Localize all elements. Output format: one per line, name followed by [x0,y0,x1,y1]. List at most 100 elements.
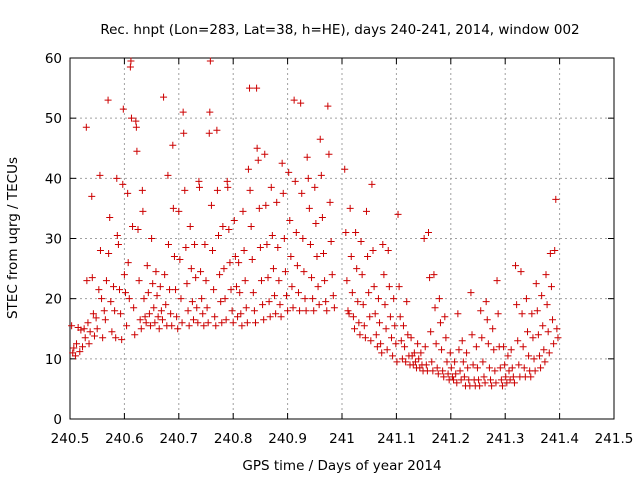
data-point [80,325,88,333]
data-point [183,280,191,288]
data-point [355,319,363,327]
data-point [343,277,351,285]
data-point [490,346,498,354]
data-point [402,358,410,366]
data-point [279,189,287,197]
data-point [520,364,528,372]
data-point [197,268,205,276]
data-point [533,307,541,315]
data-point [293,262,301,270]
data-point [364,253,372,261]
data-point [195,177,203,185]
data-point [168,322,176,330]
data-point [383,346,391,354]
data-point [301,295,309,303]
data-point [298,189,306,197]
data-point [553,325,561,333]
data-point [500,343,508,351]
data-point [141,313,149,321]
data-point [435,295,443,303]
data-point [132,117,140,125]
data-point [225,225,233,233]
data-point [530,355,538,363]
data-point [509,373,517,381]
data-point [256,244,264,252]
data-point [407,334,415,342]
data-point [121,289,129,297]
data-point [265,298,273,306]
data-point [300,268,308,276]
data-point [453,379,461,387]
data-point [101,316,109,324]
data-point [79,343,87,351]
data-point [145,310,153,318]
data-point [167,310,175,318]
data-point [124,259,132,267]
data-point [242,304,250,312]
data-point [551,247,559,255]
data-point [123,322,131,330]
data-point [237,310,245,318]
data-point [286,216,294,224]
data-point [503,379,511,387]
data-point [527,373,535,381]
data-point [454,310,462,318]
data-point [504,352,512,360]
data-point [221,295,229,303]
data-point [534,331,542,339]
data-point [118,336,126,344]
data-point [316,135,324,143]
data-point [434,370,442,378]
data-point [236,289,244,297]
data-point [189,316,197,324]
data-point [308,274,316,282]
data-point [179,108,187,116]
data-point [456,367,464,375]
data-point [223,177,231,185]
data-point [111,307,119,315]
data-point [475,376,483,384]
data-point [351,325,359,333]
data-point [150,304,158,312]
data-point [410,349,418,357]
data-point [538,292,546,300]
x-axis: 240.5 240.6 240.7 240.8 240.9 241 241.1 241.2 24… [51,58,634,447]
data-point [186,222,194,230]
x-tick-label: 241.4 [540,431,579,447]
data-point [426,274,434,282]
data-point [241,277,249,285]
data-point [537,364,545,372]
data-point [524,328,532,336]
data-point [323,307,331,315]
data-point [257,277,265,285]
data-point [463,349,471,357]
data-point [422,361,430,369]
y-tick-label: 10 [45,352,62,368]
x-tick-label: 241.5 [595,431,634,447]
data-point [113,174,121,182]
data-point [151,319,159,327]
data-point [93,325,101,333]
data-point [268,231,276,239]
data-point [370,283,378,291]
data-point [473,364,481,372]
data-point [424,228,432,236]
data-point [220,265,228,273]
data-point [381,301,389,309]
data-point [393,358,401,366]
data-point [508,364,516,372]
data-point [487,376,495,384]
data-point [469,361,477,369]
x-tick-label: 241.3 [486,431,525,447]
data-point [547,283,555,291]
data-point [444,370,452,378]
data-point [218,319,226,327]
data-point [119,105,127,113]
data-point [206,57,214,65]
data-point [320,250,328,258]
data-point [438,346,446,354]
data-point [359,301,367,309]
data-point [484,340,492,348]
data-point [347,253,355,261]
